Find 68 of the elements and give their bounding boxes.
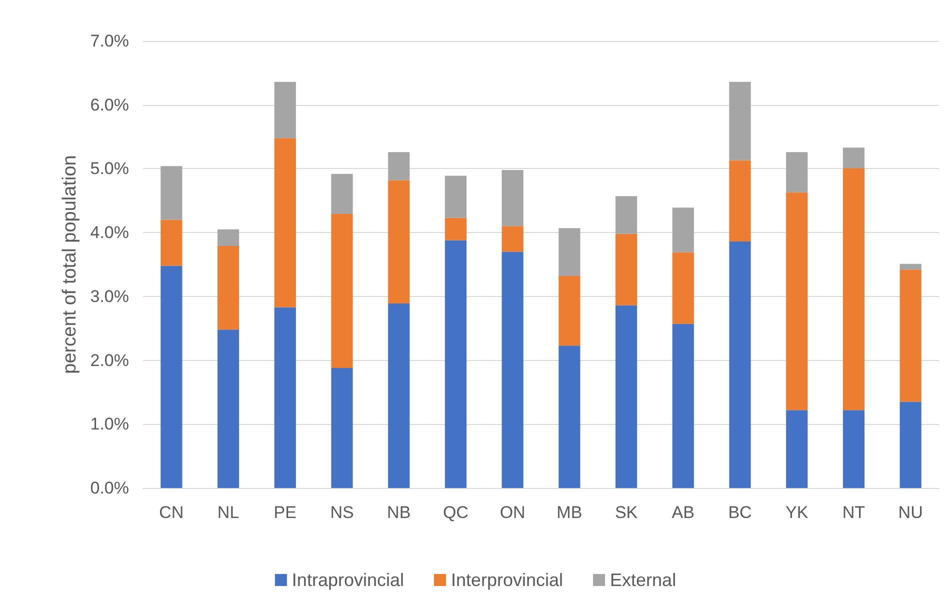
bar bbox=[444, 218, 467, 240]
x-tick-label: SK bbox=[614, 503, 638, 522]
bar bbox=[274, 138, 296, 308]
bar bbox=[786, 192, 808, 410]
x-tick-label: BC bbox=[728, 503, 752, 522]
bar bbox=[842, 168, 865, 410]
bar bbox=[217, 330, 240, 488]
y-tick-label: 4.0% bbox=[90, 223, 129, 242]
bar bbox=[729, 160, 751, 242]
y-tick-label: 1.0% bbox=[90, 414, 129, 434]
bar bbox=[274, 307, 296, 488]
bar bbox=[672, 324, 694, 488]
bar bbox=[900, 402, 922, 488]
bar bbox=[444, 240, 467, 488]
bar bbox=[672, 208, 694, 252]
x-tick-label: NB bbox=[387, 503, 411, 522]
bar bbox=[558, 276, 580, 346]
bar bbox=[331, 368, 353, 488]
x-tick-label: NU bbox=[898, 503, 923, 522]
y-tick-label: 5.0% bbox=[90, 159, 129, 178]
x-tick-label: QC bbox=[442, 503, 468, 522]
x-tick-label: AB bbox=[672, 503, 694, 522]
bar bbox=[502, 252, 524, 488]
bar bbox=[729, 82, 751, 160]
bar bbox=[388, 303, 410, 488]
bar bbox=[615, 305, 638, 488]
x-tick-label: NT bbox=[842, 503, 866, 522]
x-tick-label: NL bbox=[217, 503, 240, 522]
x-tick-label: PE bbox=[274, 503, 296, 522]
bar bbox=[558, 228, 580, 276]
y-tick-label: 2.0% bbox=[90, 350, 129, 370]
bar bbox=[502, 226, 524, 252]
bar bbox=[729, 242, 751, 488]
y-tick-label: 0.0% bbox=[90, 478, 129, 498]
x-tick-label: ON bbox=[500, 503, 526, 522]
bar bbox=[672, 252, 694, 324]
bar bbox=[160, 220, 182, 266]
y-tick-label: 3.0% bbox=[90, 286, 129, 306]
y-tick-label: 7.0% bbox=[90, 32, 129, 50]
bar bbox=[786, 410, 808, 488]
bar bbox=[217, 229, 240, 246]
bar bbox=[331, 174, 353, 214]
bar bbox=[388, 180, 410, 304]
bar bbox=[331, 214, 353, 368]
bar bbox=[160, 266, 182, 488]
x-tick-label: MB bbox=[556, 503, 582, 522]
x-tick-label: YK bbox=[786, 503, 809, 522]
legend-label: Interprovincial bbox=[450, 570, 564, 590]
x-tick-label: CN bbox=[159, 503, 184, 522]
bar bbox=[842, 410, 865, 488]
bar bbox=[900, 264, 922, 270]
bar bbox=[900, 270, 922, 402]
bar bbox=[274, 82, 296, 138]
bar bbox=[842, 148, 865, 168]
bar bbox=[615, 234, 638, 306]
bar bbox=[558, 346, 580, 488]
bar bbox=[502, 170, 524, 226]
y-axis-title: percent of total population bbox=[59, 155, 80, 374]
bar bbox=[388, 152, 410, 180]
bar bbox=[444, 176, 467, 218]
x-tick-label: NS bbox=[330, 503, 354, 522]
legend-label: External bbox=[610, 570, 676, 590]
bar bbox=[160, 166, 182, 220]
y-tick-label: 6.0% bbox=[90, 95, 129, 114]
legend-label: Intraprovincial bbox=[292, 570, 404, 590]
bar bbox=[786, 152, 808, 192]
bar bbox=[615, 196, 638, 234]
bar bbox=[217, 246, 240, 330]
